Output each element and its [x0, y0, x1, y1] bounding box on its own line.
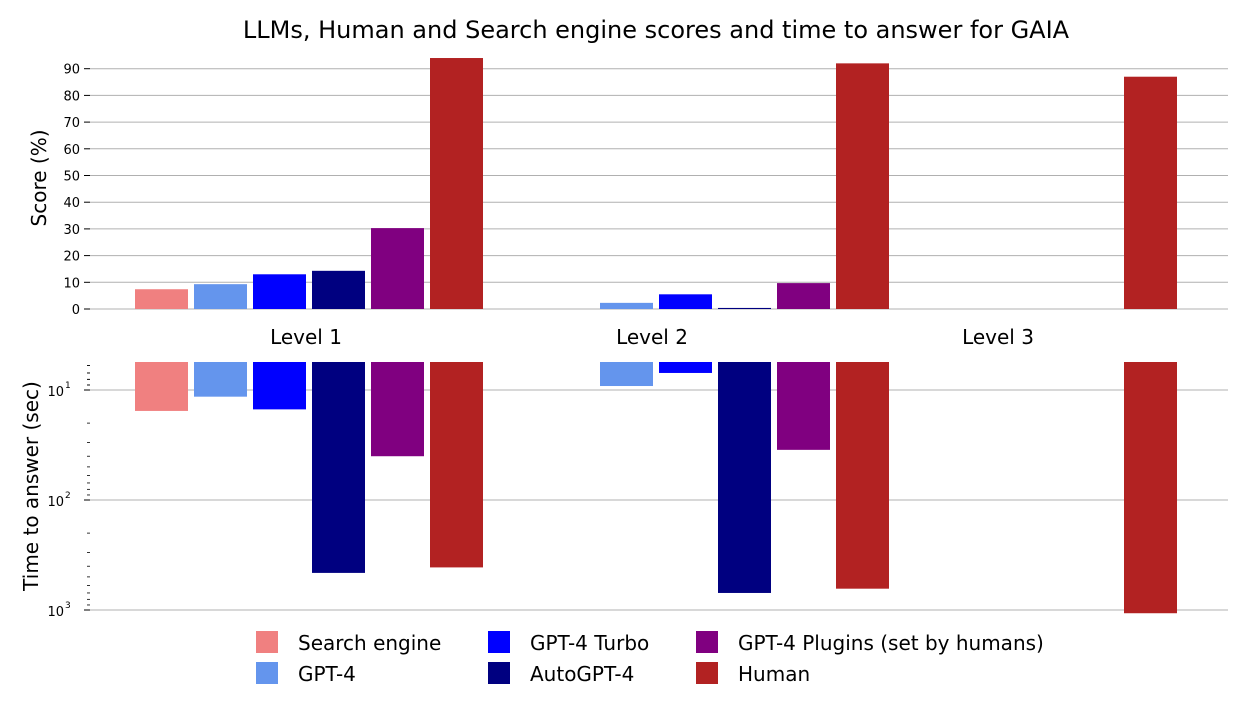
score-tick-label: 10 [63, 276, 80, 291]
score-bar [312, 270, 365, 309]
time-bar [659, 362, 712, 373]
legend-swatch [488, 662, 510, 684]
legend-label: GPT-4 Turbo [530, 631, 649, 655]
score-bar [600, 302, 653, 309]
chart-title: LLMs, Human and Search engine scores and… [243, 16, 1070, 44]
score-tick-label: 50 [63, 170, 80, 185]
legend-label: Human [738, 662, 810, 686]
score-bar [718, 307, 771, 309]
legend-swatch [488, 631, 510, 653]
time-axis-label: Time to answer (sec) [19, 381, 43, 592]
score-tick-label: 80 [63, 89, 80, 104]
time-tick-label: 10 [47, 495, 64, 510]
time-bars [135, 362, 1177, 614]
legend-swatch [256, 631, 278, 653]
score-tick-label: 60 [63, 143, 80, 158]
score-tick-label: 0 [72, 303, 80, 318]
legend-label: GPT-4 Plugins (set by humans) [738, 631, 1044, 655]
legend-swatch [696, 662, 718, 684]
time-bar [312, 362, 365, 573]
time-gridlines [90, 389, 1228, 611]
level-label: Level 1 [270, 325, 342, 349]
score-axis-label: Score (%) [27, 130, 51, 227]
score-tick-label: 30 [63, 223, 80, 238]
score-tick-label: 40 [63, 196, 80, 211]
score-bar [430, 58, 483, 309]
score-bar [194, 284, 247, 309]
time-bar [777, 362, 830, 450]
score-gridlines [90, 68, 1228, 310]
time-bar [135, 362, 188, 411]
score-bar [777, 283, 830, 309]
score-bar [836, 63, 889, 309]
time-tick-exponent: 1 [65, 381, 71, 391]
time-tick-label: 10 [47, 385, 64, 400]
legend: Search engine GPT-4 GPT-4 Turbo AutoGPT-4 GP… [256, 631, 1044, 686]
legend-label: AutoGPT-4 [530, 662, 634, 686]
score-bar [1124, 76, 1177, 310]
time-bar [371, 362, 424, 457]
score-tick-label: 70 [63, 116, 80, 131]
time-bar [600, 362, 653, 387]
score-bar [135, 289, 188, 309]
score-bar [253, 274, 306, 309]
time-bar [430, 362, 483, 568]
score-tick-label: 20 [63, 250, 80, 265]
time-tick-exponent: 2 [65, 491, 71, 501]
legend-label: GPT-4 [298, 662, 356, 686]
score-bars [135, 58, 1177, 310]
legend-label: Search engine [298, 631, 441, 655]
time-tick-label: 10 [47, 605, 64, 620]
time-tick-exponent: 3 [65, 601, 71, 611]
score-bar [659, 294, 712, 309]
level-label: Level 2 [616, 325, 688, 349]
time-bar [718, 362, 771, 593]
time-bar [253, 362, 306, 410]
score-axis-ticks: 0 10 20 30 40 50 60 70 80 90 [63, 63, 90, 318]
level-labels: Level 1 Level 2 Level 3 [270, 325, 1034, 349]
score-tick-label: 90 [63, 63, 80, 78]
legend-swatch [256, 662, 278, 684]
legend-swatch [696, 631, 718, 653]
time-bar [836, 362, 889, 589]
time-bar [194, 362, 247, 397]
score-bar [371, 228, 424, 309]
level-label: Level 3 [962, 325, 1034, 349]
time-bar [1124, 362, 1177, 614]
